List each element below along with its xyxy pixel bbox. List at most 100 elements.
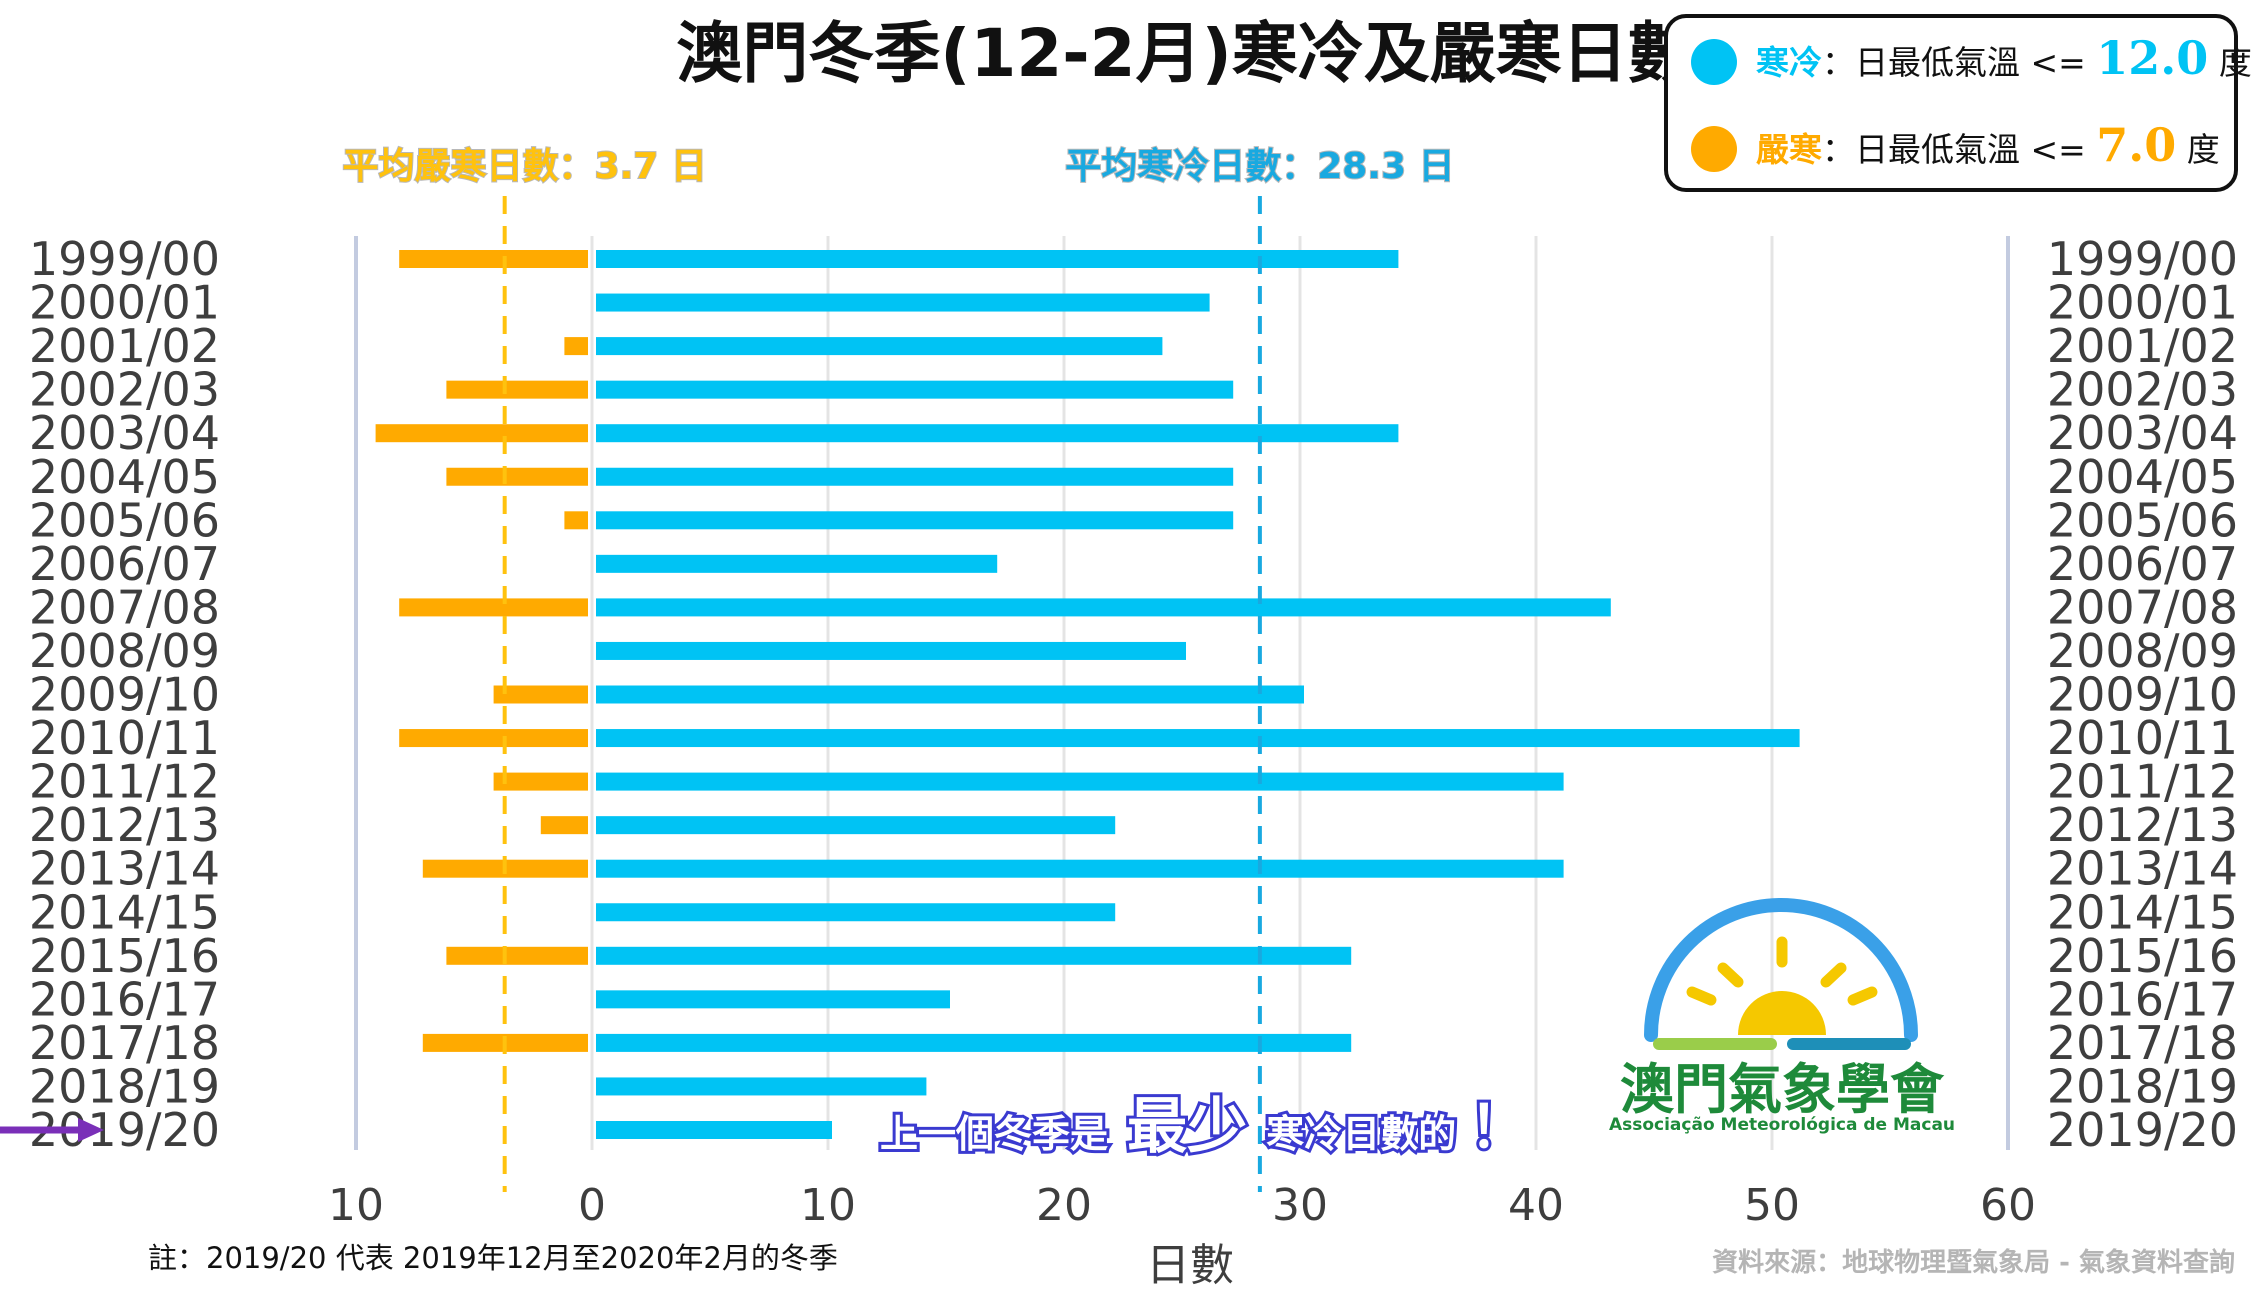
y-label-right: 2007/08 (2047, 580, 2238, 634)
x-tick-label: 40 (1508, 1180, 1564, 1231)
y-label-left: 1999/00 (29, 232, 220, 286)
bar-嚴寒-2005/06 (564, 511, 588, 530)
bar-寒冷-2008/09 (596, 641, 1186, 660)
current-season-arrow (0, 1118, 104, 1142)
y-label-right: 2000/01 (2047, 276, 2238, 330)
logo-sun-icon (1738, 991, 1826, 1035)
y-label-left: 2001/02 (29, 319, 220, 373)
y-label-right: 2011/12 (2047, 755, 2238, 809)
y-label-left: 2004/05 (29, 450, 220, 504)
bar-寒冷-2009/10 (596, 685, 1304, 704)
x-tick-label: 0 (578, 1180, 606, 1231)
y-label-right: 2016/17 (2047, 972, 2238, 1026)
x-tick-label: 50 (1744, 1180, 1800, 1231)
bar-寒冷-1999/00 (596, 250, 1399, 268)
y-label-right: 2004/05 (2047, 450, 2238, 504)
y-label-left: 2002/03 (29, 363, 220, 417)
y-label-left: 2000/01 (29, 276, 220, 330)
logo-name: 澳門氣象學會 (1620, 1058, 1945, 1121)
bar-嚴寒-2009/10 (493, 685, 588, 704)
y-label-left: 2013/14 (29, 842, 220, 896)
bar-嚴寒-2015/16 (446, 946, 588, 965)
logo-arc (1644, 898, 1918, 1042)
bar-嚴寒-2011/12 (493, 772, 588, 791)
svg-text:上一個冬季是 最少 寒冷日數的: 上一個冬季是 最少 寒冷日數的 ！ (880, 1092, 1527, 1162)
bar-series (375, 250, 1800, 1139)
bar-寒冷-2016/17 (596, 990, 950, 1009)
y-label-left: 2014/15 (29, 885, 220, 939)
y-label-right: 2009/10 (2047, 668, 2238, 722)
y-label-right: 2018/19 (2047, 1059, 2238, 1113)
y-label-left: 2011/12 (29, 755, 220, 809)
y-label-right: 2017/18 (2047, 1016, 2238, 1070)
chart-title: 澳門冬季(12-2月)寒冷及嚴寒日數 (676, 15, 1694, 92)
bar-寒冷-2002/03 (596, 380, 1234, 399)
y-label-right: 2001/02 (2047, 319, 2238, 373)
legend-dot-1 (1691, 126, 1737, 172)
legend: 寒冷：日最低氣溫 <= 12.0 度嚴寒：日最低氣溫 <= 7.0 度 (1664, 14, 2252, 192)
x-tick-label: 60 (1980, 1180, 2036, 1231)
bar-寒冷-2004/05 (596, 467, 1234, 486)
highlight-part-1: 上一個冬季是 (880, 1112, 1108, 1156)
x-tick-label: 30 (1272, 1180, 1328, 1231)
highlight-part-3: 寒冷日數的 (1266, 1112, 1456, 1156)
bar-寒冷-2013/14 (596, 859, 1564, 878)
y-label-right: 2010/11 (2047, 711, 2238, 765)
y-label-left: 2016/17 (29, 972, 220, 1026)
bar-寒冷-2006/07 (596, 554, 998, 573)
bar-寒冷-2010/11 (596, 729, 1800, 748)
x-tick-label: 20 (1036, 1180, 1092, 1231)
y-label-right: 2002/03 (2047, 363, 2238, 417)
y-label-right: 2005/06 (2047, 493, 2238, 547)
bar-寒冷-2000/01 (596, 293, 1210, 312)
y-label-left: 2015/16 (29, 929, 220, 983)
legend-dot-0 (1691, 39, 1737, 85)
logo-subtitle: Associação Meteorológica de Macau (1609, 1115, 1955, 1135)
highlight-message: 上一個冬季是 最少 寒冷日數的 ！ (877, 1089, 1530, 1165)
footnote: 註：2019/20 代表 2019年12月至2020年2月的冬季 (148, 1241, 838, 1275)
y-label-left: 2003/04 (29, 406, 220, 460)
data-source: 資料來源：地球物理暨氣象局 - 氣象資料查詢 (1712, 1247, 2235, 1278)
y-label-right: 2015/16 (2047, 929, 2238, 983)
y-label-right: 2014/15 (2047, 885, 2238, 939)
y-label-right: 2012/13 (2047, 798, 2238, 852)
legend-items: 寒冷：日最低氣溫 <= 12.0 度嚴寒：日最低氣溫 <= 7.0 度 (1691, 31, 2252, 172)
bar-寒冷-2014/15 (596, 903, 1116, 922)
y-label-right: 2008/09 (2047, 624, 2238, 678)
highlight-part-2: 最少 (1127, 1092, 1247, 1162)
bar-寒冷-2007/08 (596, 598, 1611, 617)
bar-寒冷-2012/13 (596, 816, 1116, 835)
average-label-0: 平均嚴寒日數：3.7 日 (343, 146, 707, 187)
bar-嚴寒-2003/04 (375, 424, 588, 443)
bar-嚴寒-2001/02 (564, 337, 588, 356)
y-label-left: 2008/09 (29, 624, 220, 678)
bar-寒冷-2003/04 (596, 424, 1399, 443)
average-label-1: 平均寒冷日數：28.3 日 (1065, 146, 1454, 187)
bar-嚴寒-2007/08 (399, 598, 588, 617)
average-lines: 平均嚴寒日數：3.7 日 平均寒冷日數：28.3 日 (342, 145, 1456, 1192)
legend-box (1664, 14, 2238, 192)
logo: 澳門氣象學會 Associação Meteorológica de Macau (1609, 898, 1955, 1135)
bar-嚴寒-2012/13 (540, 816, 588, 835)
y-label-left: 2005/06 (29, 493, 220, 547)
bar-寒冷-2019/20 (596, 1121, 832, 1139)
logo-land (1653, 1038, 1777, 1050)
y-label-left: 2010/11 (29, 711, 220, 765)
y-label-right: 1999/00 (2047, 232, 2238, 286)
bar-寒冷-2001/02 (596, 337, 1163, 356)
y-label-left: 2017/18 (29, 1016, 220, 1070)
bar-嚴寒-2002/03 (446, 380, 588, 399)
y-label-left: 2006/07 (29, 537, 220, 591)
bar-嚴寒-2010/11 (399, 729, 588, 748)
bar-寒冷-2015/16 (596, 946, 1352, 965)
y-label-left: 2012/13 (29, 798, 220, 852)
bar-寒冷-2005/06 (596, 511, 1234, 530)
y-label-right: 2013/14 (2047, 842, 2238, 896)
x-tick-label: 10 (800, 1180, 856, 1231)
legend-label-0: 寒冷：日最低氣溫 <= 12.0 度 (1756, 31, 2252, 85)
bar-寒冷-2018/19 (596, 1077, 927, 1096)
logo-water (1787, 1038, 1911, 1050)
logo-sun-rays (1686, 936, 1878, 1006)
